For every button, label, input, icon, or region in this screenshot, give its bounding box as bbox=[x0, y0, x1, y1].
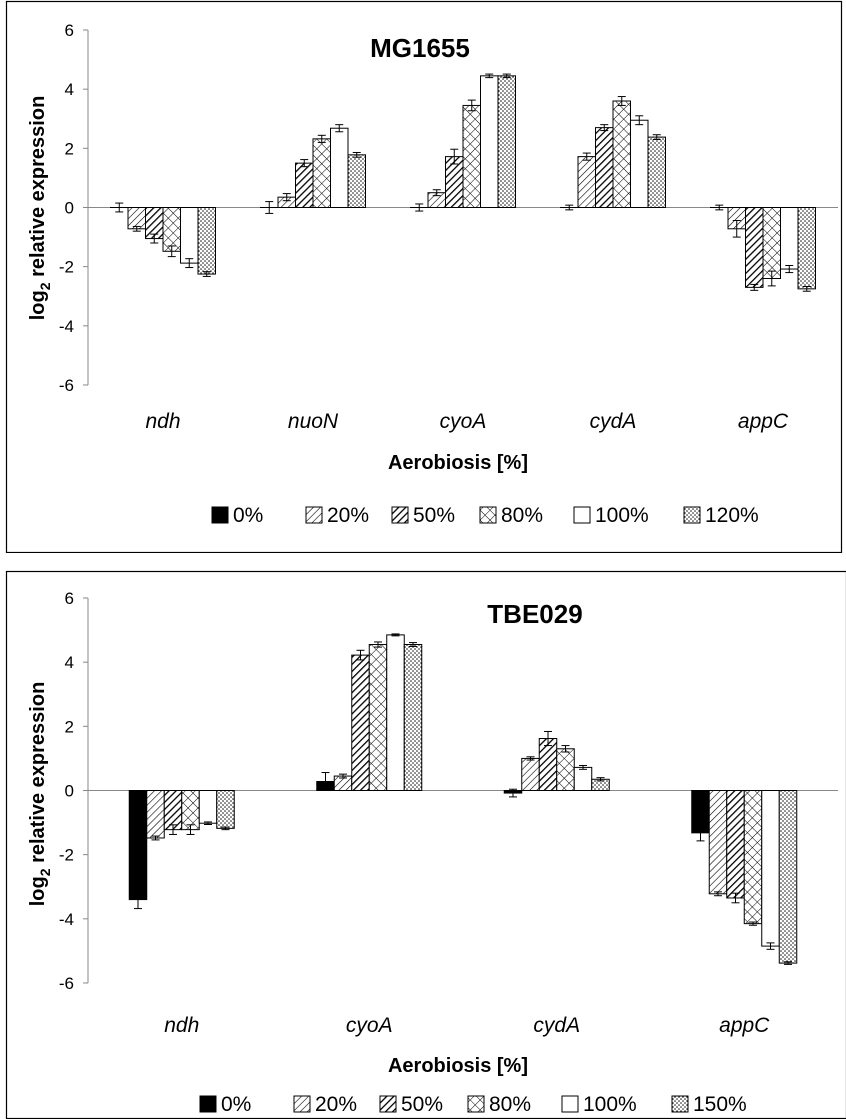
x-category-label: cydA bbox=[533, 1014, 580, 1037]
legend-label: 20% bbox=[327, 504, 369, 527]
bar-ndh-100% bbox=[180, 207, 199, 264]
legend-swatch bbox=[683, 506, 701, 524]
chart-mg1655: -6 -4 -2 0 2 4 6 MG1655 log2 relative expression… bbox=[0, 0, 846, 553]
bar-ndh-120% bbox=[197, 207, 216, 275]
x-category-label: cyoA bbox=[440, 410, 487, 433]
legend-label: 20% bbox=[315, 1093, 357, 1116]
y-tick-label: 2 bbox=[65, 139, 74, 158]
x-axis-label: Aerobiosis [%] bbox=[388, 452, 528, 474]
legend-label: 80% bbox=[501, 504, 543, 527]
bar-ndh-0% bbox=[128, 790, 148, 901]
bar-nuoN-50% bbox=[295, 162, 314, 208]
legend-swatch bbox=[199, 1095, 217, 1113]
legend-label: 120% bbox=[705, 504, 759, 527]
bar-appC-50% bbox=[726, 790, 745, 899]
y-tick-label: 6 bbox=[65, 589, 74, 608]
legend-label: 100% bbox=[583, 1093, 637, 1116]
chart-mg1655-svg: -6 -4 -2 0 2 4 6 MG1655 log2 relative expression… bbox=[5, 0, 843, 553]
bar-ndh-150% bbox=[216, 790, 235, 829]
x-category-label: appC bbox=[738, 410, 789, 433]
bar-appC-80% bbox=[743, 790, 763, 925]
y-tick-label: -6 bbox=[59, 974, 74, 993]
legend-label: 50% bbox=[413, 504, 455, 527]
y-tick-label: -6 bbox=[59, 376, 74, 395]
legend-swatch bbox=[671, 1095, 689, 1113]
bar-cyoA-100% bbox=[386, 634, 405, 792]
y-tick-label: -4 bbox=[59, 910, 74, 929]
chart-border bbox=[5, 0, 843, 553]
legend-swatch bbox=[467, 1095, 485, 1113]
chart-tbe029-svg: -6 -4 -2 0 2 4 6 TBE029 log2 relative expression… bbox=[5, 570, 846, 1119]
bar-cyoA-100% bbox=[480, 75, 499, 208]
x-category-label: ndh bbox=[164, 1014, 199, 1037]
bar-cydA-100% bbox=[630, 119, 649, 208]
bar-cyoA-50% bbox=[351, 654, 370, 791]
bar-appC-50% bbox=[745, 207, 764, 288]
bar-ndh-100% bbox=[198, 790, 218, 824]
bar-ndh-50% bbox=[163, 790, 183, 831]
bar-appC-100% bbox=[780, 207, 799, 270]
legend-swatch bbox=[573, 506, 591, 524]
y-tick-label: -2 bbox=[59, 258, 74, 277]
y-tick-label: 0 bbox=[65, 782, 74, 801]
bar-cydA-100% bbox=[573, 766, 593, 791]
bar-appC-80% bbox=[762, 207, 781, 279]
legend-swatch bbox=[293, 1095, 311, 1113]
bar-ndh-20% bbox=[146, 790, 165, 839]
x-category-label: cydA bbox=[590, 410, 637, 433]
bar-cydA-80% bbox=[612, 100, 631, 208]
chart-title: MG1655 bbox=[370, 33, 470, 63]
bar-cyoA-80% bbox=[462, 104, 481, 208]
legend-label: 0% bbox=[221, 1093, 251, 1116]
chart-tbe029: -6 -4 -2 0 2 4 6 TBE029 log2 relative expression… bbox=[0, 570, 846, 1119]
legend-label: 0% bbox=[233, 504, 263, 527]
bar-cydA-20% bbox=[577, 156, 596, 209]
bar-cyoA-80% bbox=[368, 644, 388, 792]
bar-appC-150% bbox=[778, 790, 798, 964]
legend-swatch bbox=[561, 1095, 579, 1113]
y-tick-label: 6 bbox=[65, 21, 74, 40]
bar-nuoN-120% bbox=[347, 154, 366, 208]
y-tick-label: 4 bbox=[65, 653, 74, 672]
legend-swatch bbox=[379, 1095, 397, 1113]
legend-label: 80% bbox=[489, 1093, 531, 1116]
x-axis-label: Aerobiosis [%] bbox=[388, 1055, 528, 1077]
x-category-label: cyoA bbox=[346, 1014, 393, 1037]
x-category-label: nuoN bbox=[288, 410, 339, 433]
legend-swatch bbox=[305, 506, 323, 524]
legend-label: 50% bbox=[401, 1093, 443, 1116]
bar-cydA-80% bbox=[556, 748, 575, 792]
y-tick-label: 0 bbox=[65, 199, 74, 218]
legend-swatch bbox=[211, 506, 229, 524]
bar-appC-20% bbox=[708, 790, 728, 895]
y-axis-label: log2 relative expression bbox=[27, 96, 53, 321]
bar-nuoN-80% bbox=[312, 138, 331, 208]
y-tick-label: -4 bbox=[59, 317, 74, 336]
bar-cydA-50% bbox=[595, 127, 614, 208]
bar-ndh-80% bbox=[181, 790, 200, 831]
bar-nuoN-100% bbox=[330, 127, 349, 208]
legend-label: 100% bbox=[595, 504, 649, 527]
y-tick-label: 2 bbox=[65, 717, 74, 736]
legend-label: 150% bbox=[693, 1093, 747, 1116]
bar-ndh-80% bbox=[162, 207, 181, 252]
bar-cyoA-150% bbox=[403, 644, 423, 792]
legend-swatch bbox=[391, 506, 409, 524]
bar-cyoA-120% bbox=[497, 75, 516, 208]
x-category-label: ndh bbox=[145, 410, 180, 433]
y-tick-label: 4 bbox=[65, 80, 74, 99]
x-category-label: appC bbox=[719, 1014, 770, 1037]
bar-cydA-120% bbox=[647, 136, 666, 208]
bar-cydA-50% bbox=[538, 738, 558, 791]
chart-title: TBE029 bbox=[487, 599, 582, 629]
legend-swatch bbox=[479, 506, 497, 524]
bar-appC-120% bbox=[797, 207, 816, 290]
y-tick-label: -2 bbox=[59, 846, 74, 865]
bar-cydA-20% bbox=[521, 757, 540, 792]
y-axis-label: log2 relative expression bbox=[27, 682, 53, 907]
bar-appC-100% bbox=[761, 790, 780, 947]
bar-ndh-20% bbox=[127, 207, 146, 230]
